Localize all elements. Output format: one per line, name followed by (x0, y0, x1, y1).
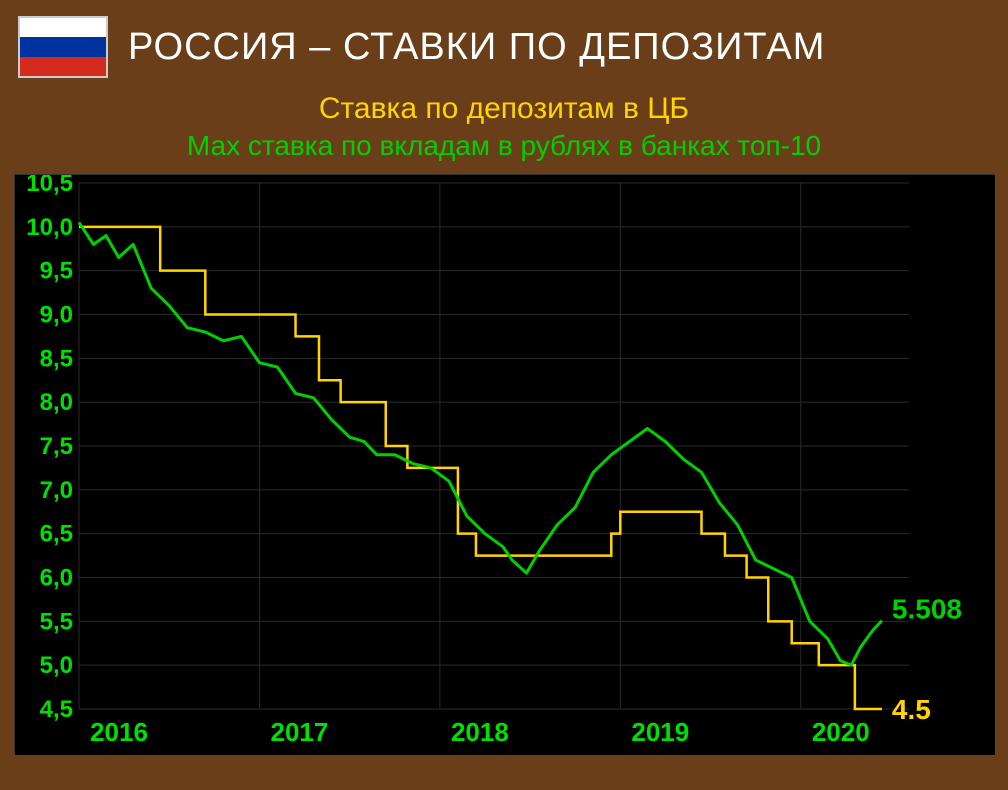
y-tick-label: 5,0 (40, 652, 73, 679)
y-tick-label: 8,5 (40, 345, 73, 372)
y-tick-label: 10,5 (26, 175, 73, 197)
y-tick-label: 7,5 (40, 433, 73, 460)
end-label-cb: 4.5 (892, 694, 931, 725)
y-tick-label: 6,5 (40, 521, 73, 548)
y-tick-label: 5,5 (40, 608, 73, 635)
x-tick-label: 2019 (631, 717, 689, 747)
flag-stripe-white (20, 18, 106, 37)
end-label-top10: 5.508 (892, 594, 962, 625)
x-tick-label: 2020 (812, 717, 870, 747)
legend-subtitles: Ставка по депозитам в ЦБ Мах ставка по в… (12, 88, 996, 170)
header: РОССИЯ – СТАВКИ ПО ДЕПОЗИТАМ (12, 12, 996, 88)
flag-stripe-blue (20, 37, 106, 56)
y-tick-label: 7,0 (40, 477, 73, 504)
y-tick-label: 6,0 (40, 565, 73, 592)
chart-svg: 4,5 5,0 5,5 6,0 6,5 7,0 7,5 8,0 8,5 9,0 9,5 10,0 10,… (15, 175, 995, 755)
y-tick-label: 4,5 (40, 696, 73, 723)
legend-cb-rate: Ставка по депозитам в ЦБ (12, 92, 996, 126)
deposit-rates-chart: 4,5 5,0 5,5 6,0 6,5 7,0 7,5 8,0 8,5 9,0 9,5 10,0 10,… (14, 174, 994, 754)
russia-flag-icon (18, 16, 108, 78)
flag-stripe-red (20, 57, 106, 76)
x-tick-label: 2016 (90, 717, 148, 747)
y-tick-label: 9,5 (40, 258, 73, 285)
x-tick-label: 2017 (271, 717, 329, 747)
y-tick-label: 8,0 (40, 389, 73, 416)
x-tick-label: 2018 (451, 717, 509, 747)
y-tick-label: 9,0 (40, 302, 73, 329)
page-title: РОССИЯ – СТАВКИ ПО ДЕПОЗИТАМ (128, 26, 825, 69)
legend-top10-rate: Мах ставка по вкладам в рублях в банках … (12, 130, 996, 162)
y-tick-label: 10,0 (26, 214, 73, 241)
